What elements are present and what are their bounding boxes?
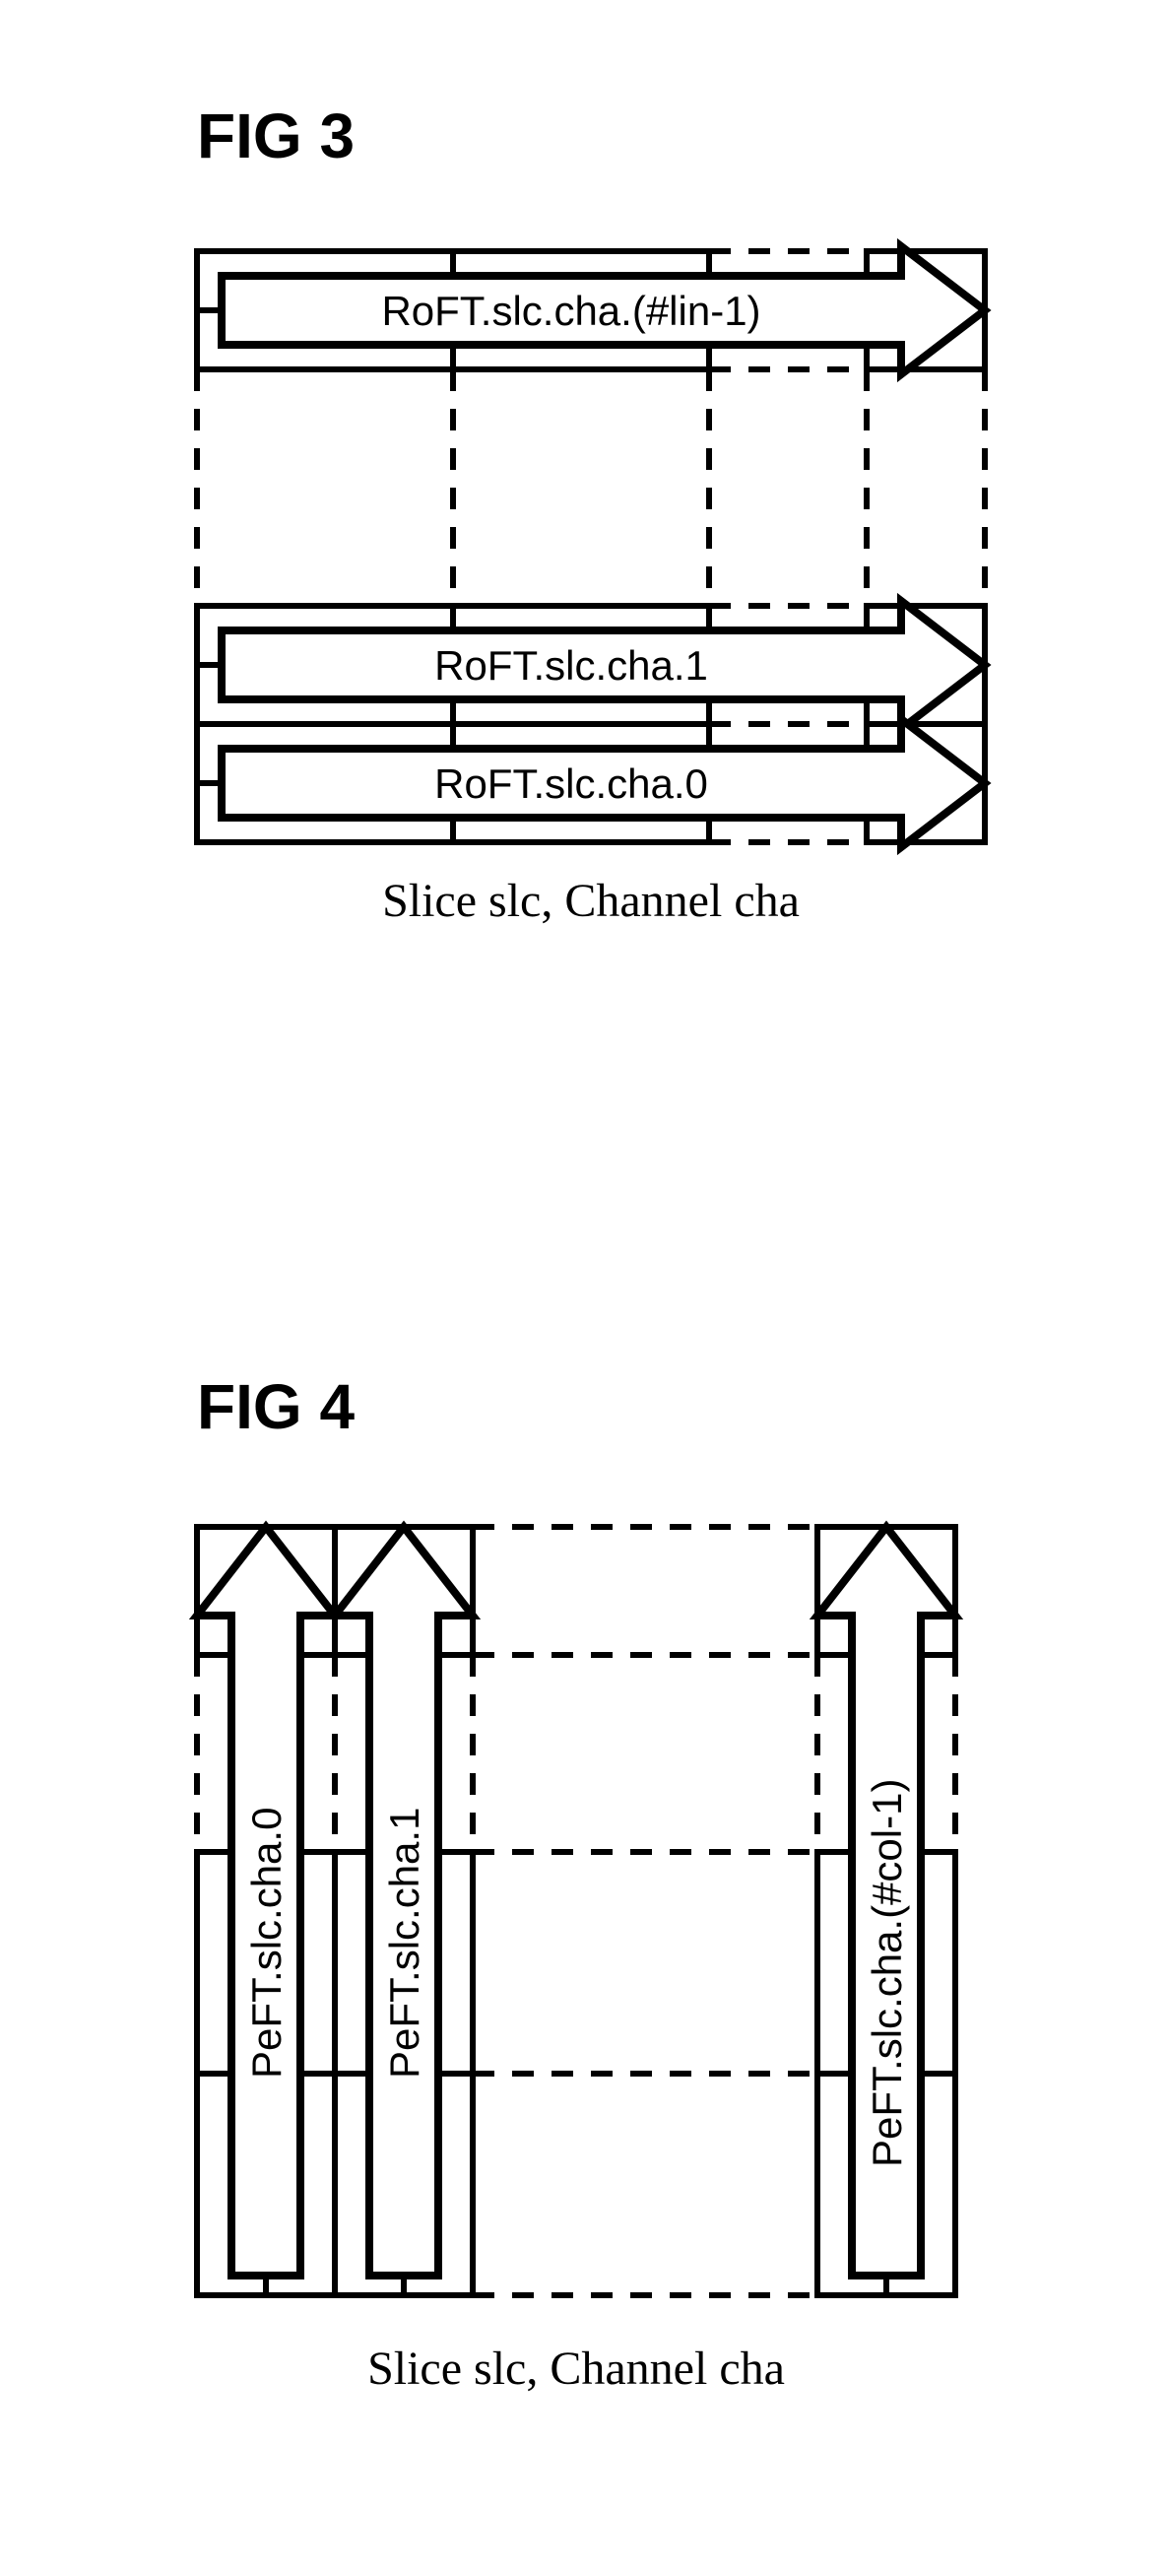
fig4-arrow-2: PeFT.slc.cha.(#col-1): [817, 1527, 955, 2276]
fig3-arrow-1-text: RoFT.slc.cha.1: [434, 642, 708, 689]
fig3-vertical-dashes: [197, 369, 985, 606]
fig4-arrow-1: PeFT.slc.cha.1: [335, 1527, 473, 2276]
fig4-arrow-2-text: PeFT.slc.cha.(#col-1): [864, 1779, 910, 2167]
fig3-label: FIG 3: [197, 100, 355, 171]
fig3-arrow-1: RoFT.slc.cha.1: [222, 601, 985, 729]
fig4-caption: Slice slc, Channel cha: [367, 2343, 785, 2395]
fig4-arrow-0-text: PeFT.slc.cha.0: [243, 1808, 290, 2079]
fig4-arrow-0: PeFT.slc.cha.0: [197, 1527, 335, 2276]
fig4-arrow-1-text: PeFT.slc.cha.1: [381, 1808, 427, 2079]
fig4-label: FIG 4: [197, 1371, 355, 1442]
page: FIG 3: [0, 0, 1168, 2576]
fig3-diagram: RoFT.slc.cha.(#lin-1) RoFT.slc.cha.1 RoF…: [197, 246, 985, 847]
fig3-arrow-2: RoFT.slc.cha.0: [222, 719, 985, 847]
fig3-arrow-2-text: RoFT.slc.cha.0: [434, 760, 708, 807]
fig3-caption: Slice slc, Channel cha: [382, 875, 800, 927]
fig3-arrow-0: RoFT.slc.cha.(#lin-1): [222, 246, 985, 374]
fig4-vertical-dashes: [197, 1655, 955, 1852]
canvas: FIG 3: [0, 0, 1168, 2576]
fig4-diagram: PeFT.slc.cha.0 PeFT.slc.cha.1 PeFT.slc.c…: [197, 1527, 955, 2295]
fig3-arrow-0-text: RoFT.slc.cha.(#lin-1): [381, 288, 760, 334]
fig4-horizontal-dashes: [473, 1527, 817, 2295]
